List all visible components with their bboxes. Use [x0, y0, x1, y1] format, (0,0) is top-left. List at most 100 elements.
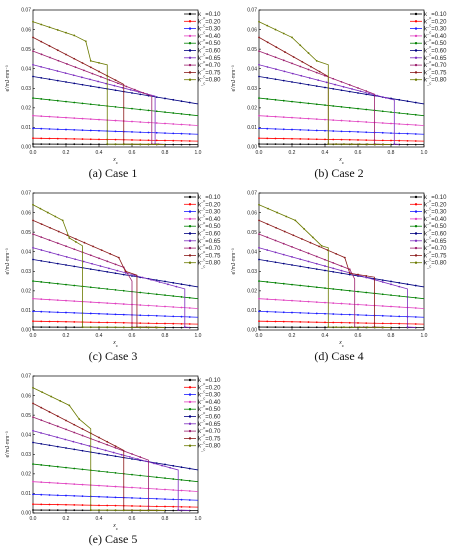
series-point	[365, 108, 368, 111]
legend-marker	[188, 437, 192, 440]
series-point	[307, 102, 310, 105]
series-point	[188, 296, 191, 299]
legend-label: k_c=0.10	[198, 195, 221, 203]
series-point	[299, 326, 302, 329]
series-point	[188, 499, 191, 501]
series-point	[348, 321, 351, 324]
series-point	[358, 326, 361, 329]
series-point	[139, 143, 142, 146]
series-point	[113, 84, 116, 87]
legend-label: k_c=0.40	[424, 34, 447, 42]
series-point	[97, 80, 100, 83]
series-point	[147, 121, 150, 124]
series-point	[155, 305, 158, 307]
series-point	[40, 65, 43, 68]
x-tick-label: 0.8	[162, 150, 169, 156]
series-point	[91, 262, 93, 265]
series-point	[48, 26, 51, 29]
series-point	[180, 132, 183, 135]
series-point	[348, 313, 351, 316]
series-point	[365, 276, 368, 279]
series-point	[172, 98, 175, 101]
legend-label: k_c=0.75	[424, 70, 447, 78]
series-point	[99, 75, 102, 78]
series-point	[147, 304, 150, 307]
series-point	[258, 280, 260, 282]
series-point	[299, 82, 302, 85]
legend-label: k_c=0.50	[424, 41, 447, 49]
series-point	[98, 70, 100, 73]
series-point	[65, 100, 67, 103]
x-tick-label: 0.0	[30, 333, 37, 339]
series-point	[164, 315, 166, 317]
y-tick-label: 0.06	[21, 393, 31, 399]
series-point	[188, 284, 191, 287]
legend-label: k_c=0.65	[198, 239, 221, 247]
series-point	[106, 270, 109, 273]
y-axis-label: e'/mJ·mm⁻³	[5, 65, 11, 91]
panel-b: 0.00 0.01 0.02 0.03 0.04 0.05 0.06 0.07 0.0 0.2 0.…	[226, 0, 452, 183]
series-point	[48, 481, 51, 484]
series-point	[282, 116, 285, 119]
series-point	[81, 483, 84, 486]
series-point	[282, 59, 285, 62]
legend-label: k_c=0.30	[198, 393, 221, 401]
y-axis-label: e'/mJ·mm⁻³	[231, 248, 237, 274]
legend-marker	[414, 42, 418, 45]
series-point	[291, 264, 293, 266]
series-point	[188, 316, 191, 318]
series-point	[48, 128, 51, 130]
series-point	[301, 238, 303, 240]
series-point	[73, 423, 76, 426]
series-point	[300, 74, 303, 77]
series-point	[266, 326, 269, 328]
series-point	[89, 143, 92, 146]
caption-e: (e) Case 5	[88, 532, 138, 546]
series-point	[81, 138, 84, 140]
series-point	[398, 112, 401, 114]
series-point	[32, 127, 34, 130]
series-point	[155, 322, 158, 325]
series-point	[258, 127, 260, 130]
series-point	[274, 261, 277, 264]
series-point	[75, 238, 77, 240]
series-point	[180, 306, 183, 309]
series-point	[175, 285, 178, 288]
series-point	[357, 87, 359, 89]
series-point	[98, 257, 100, 260]
series-point	[161, 464, 163, 467]
series-point	[365, 90, 368, 92]
series-point	[282, 311, 285, 314]
series-point	[291, 128, 293, 131]
series-point	[357, 107, 359, 110]
series-point	[114, 288, 117, 291]
series-line	[32, 403, 166, 511]
series-point	[73, 504, 76, 506]
series-point	[39, 207, 42, 210]
x-tick-label: 0.4	[96, 516, 103, 522]
series-point	[398, 98, 401, 101]
series-point	[40, 23, 43, 26]
legend-label: k_c=0.70	[198, 246, 221, 254]
y-tick-label: 0.05	[247, 47, 257, 53]
series-point	[258, 97, 260, 99]
series-point	[398, 315, 401, 318]
series-point	[390, 111, 392, 114]
series-point	[164, 505, 166, 508]
series-point	[65, 320, 67, 323]
series-point	[98, 138, 100, 141]
series-point	[136, 458, 139, 460]
y-tick-label: 0.07	[247, 8, 257, 14]
series-point	[275, 68, 277, 71]
series-point	[274, 115, 277, 118]
legend-marker	[188, 63, 192, 67]
legend-marker	[188, 42, 192, 45]
series-point	[282, 320, 285, 323]
panel-d: 0.00 0.01 0.02 0.03 0.04 0.05 0.06 0.07 0.0 0.2 0.…	[226, 183, 452, 366]
y-tick-label: 0.03	[247, 86, 257, 92]
x-tick-label: 0.4	[322, 150, 329, 156]
series-point	[414, 307, 417, 309]
series-point	[131, 497, 133, 499]
x-tick-label: 0.2	[63, 333, 70, 339]
series-point	[81, 509, 84, 512]
